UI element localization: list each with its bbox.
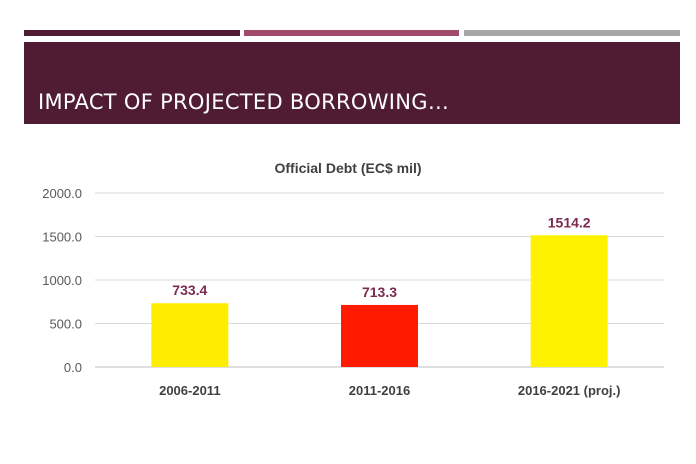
accent-bar-2 [244,30,459,36]
data-label: 713.3 [362,284,397,300]
data-label: 733.4 [172,282,207,298]
x-category-label: 2011-2016 [349,383,410,398]
y-tick-label: 500.0 [49,317,82,332]
bar [151,303,229,367]
slide-header: IMPACT OF PROJECTED BORROWING… [24,42,680,124]
accent-bars [24,30,680,36]
accent-bar-1 [24,30,240,36]
bar [530,235,608,367]
y-tick-label: 2000.0 [42,186,82,201]
chart-title: Official Debt (EC$ mil) [274,160,422,176]
x-category-label: 2016-2021 (proj.) [518,383,621,398]
y-tick-label: 1500.0 [42,230,82,245]
data-label: 1514.2 [548,214,591,230]
x-category-label: 2006-2011 [159,383,220,398]
bar-chart: Official Debt (EC$ mil) 0.0 500.0 1000.0 15… [0,130,696,464]
accent-bar-3 [464,30,680,36]
chart-plot-area: 0.0 500.0 1000.0 1500.0 2000.0 733.4 2006-2011… [42,186,664,398]
slide-title: IMPACT OF PROJECTED BORROWING… [38,90,450,114]
y-tick-label: 0.0 [64,360,82,375]
bar [341,304,418,367]
y-tick-label: 1000.0 [42,273,82,288]
